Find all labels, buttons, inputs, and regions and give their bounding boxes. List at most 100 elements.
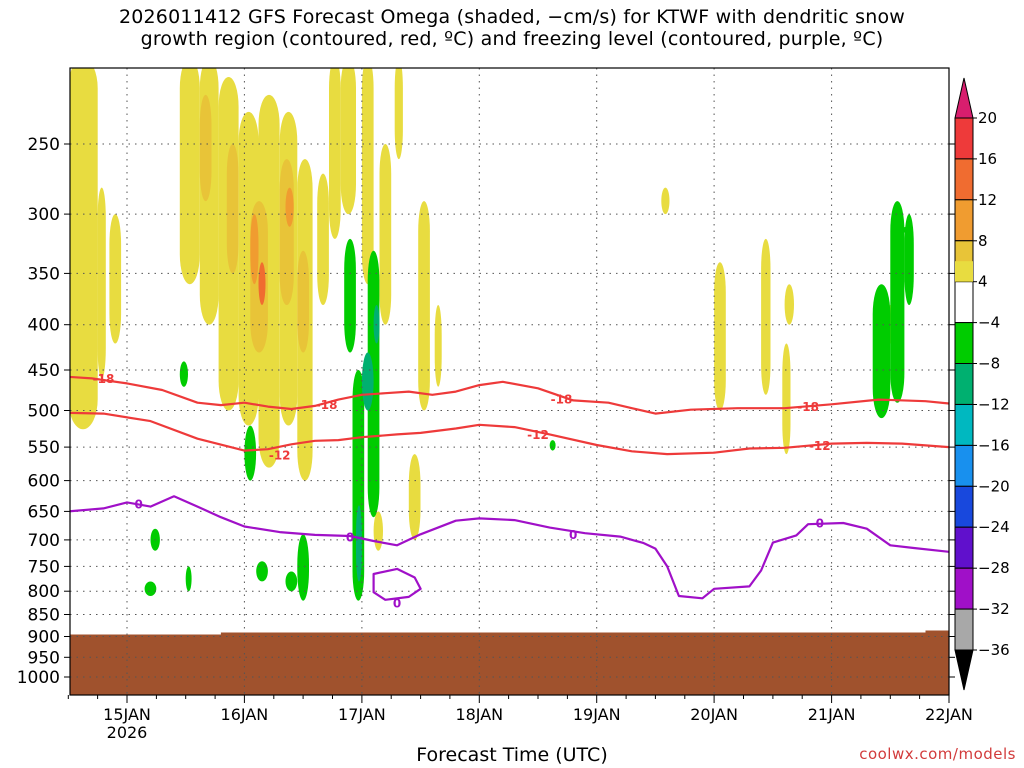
contour-line	[70, 495, 949, 600]
contour-label: 0	[135, 498, 143, 512]
colorbar: 20 16 12 8 4 −4 −8 −12 −16 −20 −24 −28 −32 −36	[954, 77, 1010, 691]
colorbar-segment	[954, 117, 974, 160]
omega-cell	[179, 361, 188, 387]
colorbar-label: −20	[978, 477, 1010, 495]
colorbar-segment	[954, 608, 974, 651]
contour-label: 0	[393, 597, 401, 611]
y-tick-label: 250	[28, 135, 60, 155]
x-tick-label: 17JAN	[338, 705, 386, 724]
omega-cell	[340, 68, 356, 215]
colorbar-segment	[954, 158, 974, 201]
omega-cell	[661, 187, 670, 215]
y-tick-label: 500	[28, 402, 60, 422]
grid-lines	[70, 68, 949, 695]
contour-label: -18	[316, 398, 338, 412]
y-tick-label: 350	[28, 264, 60, 284]
y-tick-label: 850	[28, 606, 60, 626]
y-tick-label: 300	[28, 205, 60, 225]
contour-lines: -18 -18 -18 -18 -12 -12 -12 0 0 0 0 0	[70, 372, 949, 611]
contour-label: -12	[269, 448, 291, 462]
colorbar-label: −8	[978, 355, 1000, 373]
contour-label: 0	[346, 531, 354, 545]
omega-cell	[199, 94, 212, 202]
omega-cell	[344, 238, 356, 353]
omega-cell	[317, 173, 329, 305]
omega-cell	[297, 250, 309, 353]
omega-cell	[238, 111, 259, 426]
x-axis-label: Forecast Time (UTC)	[416, 744, 608, 766]
omega-cell	[373, 511, 383, 551]
chart-title-line-1: 2026011412 GFS Forecast Omega (shaded, −…	[118, 6, 906, 28]
omega-cell	[258, 262, 266, 305]
omega-cell	[179, 68, 200, 285]
colorbar-label: −4	[978, 314, 1000, 332]
terrain-edge	[70, 630, 949, 636]
omega-cell	[297, 534, 309, 601]
colorbar-label: −32	[978, 600, 1010, 618]
x-tick-label: 15JAN	[103, 705, 151, 724]
colorbar-segment	[955, 261, 973, 282]
terrain-area	[70, 630, 949, 695]
plot-frame	[69, 67, 950, 696]
omega-cell	[549, 440, 556, 451]
contour-line	[372, 567, 422, 601]
colorbar-segment	[954, 404, 974, 446]
omega-cell	[434, 305, 442, 387]
y-tick-label: 550	[28, 438, 60, 458]
credit-link[interactable]: coolwx.com/models	[859, 745, 1016, 763]
y-tick-label: 650	[28, 502, 60, 522]
colorbar-segment	[954, 485, 974, 528]
colorbar-bottom-arrow	[954, 649, 974, 691]
y-tick-label: 1000	[17, 668, 60, 688]
contour-label: -18	[797, 400, 819, 414]
y-tick-label: 600	[28, 472, 60, 492]
omega-cell	[872, 284, 891, 419]
colorbar-segment	[954, 526, 974, 569]
omega-cell	[109, 214, 122, 344]
colorbar-segment	[954, 444, 974, 487]
x-tick-label: 21JAN	[808, 705, 856, 724]
omega-cell	[285, 571, 298, 592]
colorbar-label: −28	[978, 559, 1010, 577]
colorbar-segment	[954, 199, 974, 242]
colorbar-label: −12	[978, 396, 1010, 414]
omega-cell	[361, 68, 374, 285]
omega-cell	[418, 201, 430, 411]
contour-label: -12	[527, 428, 549, 442]
y-tick-label: 400	[28, 316, 60, 336]
omega-cell	[258, 94, 280, 468]
y-tick-label: 950	[28, 648, 60, 668]
contour-label: -18	[551, 392, 573, 406]
omega-cell	[356, 505, 362, 582]
contour-label: 0	[816, 517, 824, 531]
omega-cell	[902, 226, 912, 233]
omega-cell	[185, 566, 192, 592]
omega-cell	[379, 144, 392, 325]
contour-label: 0	[569, 528, 577, 542]
colorbar-label: −24	[978, 518, 1010, 536]
x-tick-label: 18JAN	[455, 705, 503, 724]
contour-line	[70, 375, 949, 415]
chart-title-line-2: growth region (contoured, red, ºC) and f…	[140, 28, 884, 50]
contour-label: -18	[93, 372, 115, 386]
colorbar-label: 20	[978, 109, 997, 127]
omega-cell	[761, 238, 771, 395]
colorbar-label: 8	[978, 232, 988, 250]
y-tick-label: 450	[28, 361, 60, 381]
x-tick-label: 16JAN	[221, 705, 269, 724]
omega-cell	[329, 68, 341, 239]
omega-cell	[226, 144, 239, 274]
omega-cell	[714, 262, 726, 411]
contour-line	[70, 411, 949, 456]
omega-cell	[890, 201, 905, 403]
colorbar-segment	[954, 567, 974, 610]
omega-cell	[784, 284, 794, 325]
y-tick-label: 700	[28, 531, 60, 551]
colorbar-label: 12	[978, 191, 997, 209]
contour-label: -12	[809, 439, 831, 453]
omega-cell	[904, 214, 914, 305]
colorbar-label: −36	[978, 641, 1010, 659]
omega-cell	[70, 68, 98, 430]
